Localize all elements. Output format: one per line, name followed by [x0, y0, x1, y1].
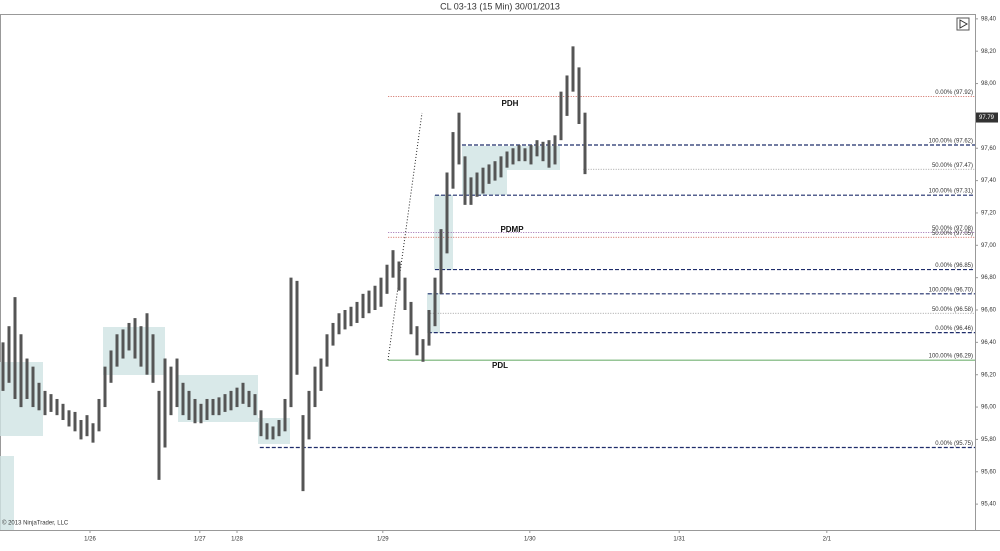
- fib-label: 50.00% (97.47): [932, 163, 973, 169]
- x-tick-label: 2/1: [823, 537, 832, 543]
- button-icon[interactable]: [959, 19, 969, 29]
- fib-label: 100.00% (96.29): [929, 354, 973, 360]
- chart-title: CL 03-13 (15 Min) 30/01/2013: [440, 1, 560, 11]
- fib-label: 0.00% (95.75): [935, 441, 973, 447]
- y-tick-label: 98,20: [981, 49, 997, 55]
- y-tick-label: 97,40: [981, 178, 997, 184]
- x-tick-label: 1/29: [377, 537, 389, 543]
- trend-line: [387, 112, 423, 361]
- y-tick-label: 95,60: [981, 469, 997, 475]
- plot-border: [0, 14, 976, 531]
- last-price-flag: [976, 112, 998, 123]
- y-tick-label: 98,00: [981, 81, 997, 87]
- zone: [507, 146, 560, 170]
- annotation: PDL: [492, 361, 508, 370]
- y-tick-label: 95,40: [981, 502, 997, 508]
- x-tick-label: 1/26: [84, 537, 96, 543]
- play-button[interactable]: [956, 17, 970, 31]
- fib-label: 100.00% (97.31): [929, 189, 973, 195]
- x-tick-label: 1/27: [194, 537, 206, 543]
- fib-label: 50.00% (97.05): [932, 231, 973, 237]
- y-tick-label: 95,80: [981, 437, 997, 443]
- y-tick-label: 96,20: [981, 372, 997, 378]
- price-bars: [1, 46, 587, 492]
- y-tick-label: 97,20: [981, 211, 997, 217]
- y-tick-label: 98,40: [981, 16, 997, 22]
- zone: [0, 456, 14, 530]
- fib-label: 100.00% (97.62): [929, 139, 973, 145]
- fib-label: 50.00% (97.08): [932, 226, 973, 232]
- y-tick-label: 97,60: [981, 146, 997, 152]
- y-tick-label: 96,00: [981, 405, 997, 411]
- last-price-label: 97.79: [979, 115, 995, 121]
- annotation: PDH: [502, 99, 519, 108]
- y-tick-label: 97,00: [981, 243, 997, 249]
- y-tick-label: 96,80: [981, 275, 997, 281]
- fib-label: 100.00% (96.70): [929, 287, 973, 293]
- copyright: © 2013 NinjaTrader, LLC: [2, 520, 69, 527]
- fib-label: 0.00% (96.85): [935, 263, 973, 269]
- x-tick-label: 1/28: [231, 537, 243, 543]
- shaded-zones: [0, 146, 560, 530]
- x-tick-label: 1/31: [673, 537, 685, 543]
- y-tick-label: 96,40: [981, 340, 997, 346]
- fib-label: 0.00% (96.46): [935, 326, 973, 332]
- y-tick-label: 96,60: [981, 308, 997, 314]
- fib-label: 0.00% (97.92): [935, 90, 973, 96]
- x-tick-label: 1/30: [524, 537, 536, 543]
- fib-label: 50.00% (96.58): [932, 307, 973, 313]
- annotation: PDMP: [500, 225, 524, 234]
- levels: 0.00% (97.92) 100.00% (97.62) 50.00% (97.4…: [259, 90, 975, 449]
